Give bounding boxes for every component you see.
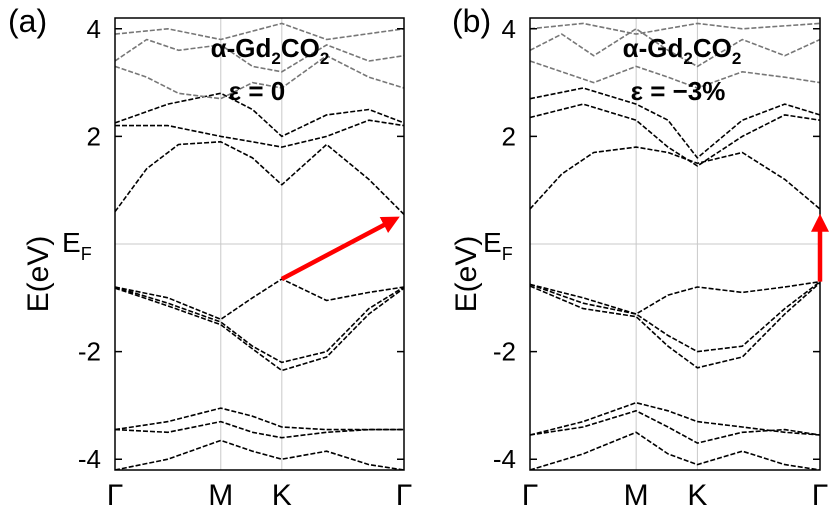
- band-line-cb1: [530, 146, 820, 210]
- title-subscript: 2: [683, 49, 692, 68]
- k-point-label: Γ: [522, 479, 539, 512]
- y-tick-label: 2: [502, 121, 516, 151]
- y-axis-label: E(eV): [22, 236, 55, 313]
- panel-label: (b): [452, 3, 491, 39]
- k-point-label: K: [687, 479, 707, 512]
- band-line-vb3: [530, 282, 820, 369]
- band-line-vb1: [530, 280, 820, 315]
- band-line-cb5: [530, 28, 820, 68]
- band-line-cb6: [115, 22, 404, 41]
- band-line-db3: [530, 431, 820, 470]
- y-tick-label: -2: [493, 337, 516, 367]
- title-part: α-Gd: [623, 33, 684, 63]
- band-line-vb2: [530, 281, 820, 353]
- title-subscript: 2: [271, 49, 280, 68]
- panel-title: α-Gd2CO2: [211, 33, 330, 68]
- panel-label: (a): [8, 3, 47, 39]
- panel-title: α-Gd2CO2: [623, 33, 742, 68]
- y-tick-label: -4: [78, 444, 101, 474]
- band-line-db2: [530, 410, 820, 444]
- band-line-db1: [530, 401, 820, 436]
- bands-group: [530, 22, 820, 470]
- band-line-cb3: [530, 87, 820, 159]
- strain-label: ε = −3%: [631, 76, 726, 106]
- title-part: CO: [693, 33, 732, 63]
- band-line-db2: [115, 420, 404, 439]
- band-line-cb5: [115, 38, 404, 73]
- y-tick-label: -4: [493, 444, 516, 474]
- band-line-cb3: [115, 92, 404, 138]
- band-line-vb2: [115, 286, 404, 364]
- k-point-label: Γ: [396, 479, 413, 512]
- title-part: α-Gd: [211, 33, 272, 63]
- title-subscript: 2: [732, 49, 741, 68]
- band-line-vb1: [115, 278, 404, 321]
- band-line-cb6: [530, 22, 820, 35]
- strain-label: ε = 0: [229, 76, 285, 106]
- k-point-label: M: [208, 479, 233, 512]
- k-point-label: M: [624, 479, 649, 512]
- band-line-db3: [115, 439, 404, 470]
- band-line-cb4: [115, 54, 404, 100]
- y-tick-label: 4: [87, 14, 101, 44]
- k-point-label: K: [272, 479, 292, 512]
- band-line-vb3: [115, 287, 404, 372]
- transition-arrow: [280, 216, 400, 281]
- band-line-cb2: [115, 119, 404, 148]
- y-axis-label: E(eV): [450, 236, 483, 313]
- plot-frame: [114, 17, 405, 471]
- y-tick-label: 4: [502, 14, 516, 44]
- fermi-label-sub: F: [81, 244, 92, 264]
- y-tick-label: -2: [78, 337, 101, 367]
- band-line-cb2: [530, 103, 820, 167]
- k-point-label: Γ: [107, 479, 124, 512]
- fermi-label: EF: [62, 227, 92, 264]
- band-line-db1: [115, 407, 404, 431]
- band-line-cb1: [115, 141, 404, 215]
- y-tick-label: 2: [87, 121, 101, 151]
- title-part: CO: [281, 33, 320, 63]
- fermi-label-sub: F: [502, 244, 513, 264]
- bands-group: [115, 22, 404, 470]
- title-subscript: 2: [320, 49, 329, 68]
- fermi-label: EF: [483, 227, 513, 264]
- band-line-cb4: [530, 60, 820, 89]
- k-point-label: Γ: [812, 479, 829, 512]
